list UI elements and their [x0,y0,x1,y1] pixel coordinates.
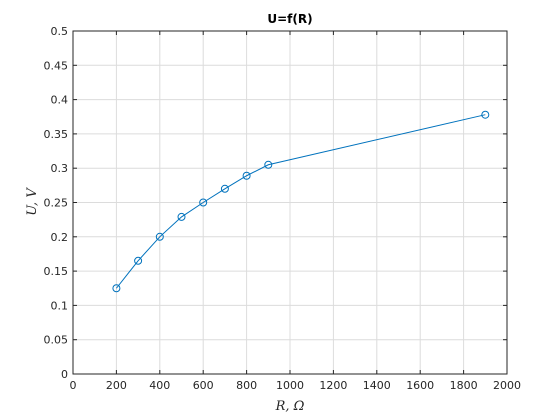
x-axis-label: R, Ω [275,399,305,414]
y-tick-label-8: 0.4 [51,94,69,107]
data-point-7 [264,160,273,169]
y-tick-label-5: 0.25 [44,197,69,210]
data-point-5 [220,184,229,193]
data-point-8 [481,110,490,119]
series-line-0 [116,114,486,289]
y-tick-label-9: 0.45 [44,59,69,72]
data-point-2 [155,232,164,241]
x-tick-label-0: 0 [70,379,77,392]
y-tick-label-10: 0.5 [51,25,69,38]
y-tick-label-3: 0.15 [44,265,69,278]
y-tick-label-2: 0.1 [51,299,69,312]
data-point-3 [177,212,186,221]
chart-title: U=f(R) [267,12,312,26]
data-point-4 [199,198,208,207]
x-tick-label-2: 400 [149,379,170,392]
data-point-0 [112,284,121,293]
axes: 0 200 400 600 800 1000 1200 1400 1600 1800 2000 0 0.… [44,25,522,392]
series-layer [112,110,490,293]
y-tick-label-4: 0.2 [51,231,69,244]
y-axis-label: U, V [25,187,40,216]
x-tick-label-3: 600 [193,379,214,392]
x-tick-label-9: 1800 [450,379,478,392]
y-tick-label-1: 0.05 [44,334,69,347]
x-tick-label-8: 1600 [406,379,434,392]
data-point-1 [134,256,143,265]
x-tick-label-7: 1400 [363,379,391,392]
data-point-6 [242,171,251,180]
x-tick-label-5: 1000 [276,379,304,392]
x-tick-label-1: 200 [106,379,127,392]
y-tick-label-7: 0.35 [44,128,69,141]
y-tick-label-6: 0.3 [51,162,69,175]
y-tick-label-0: 0 [61,368,68,381]
x-tick-label-4: 800 [236,379,257,392]
x-tick-label-10: 2000 [493,379,521,392]
x-tick-label-6: 1200 [319,379,347,392]
